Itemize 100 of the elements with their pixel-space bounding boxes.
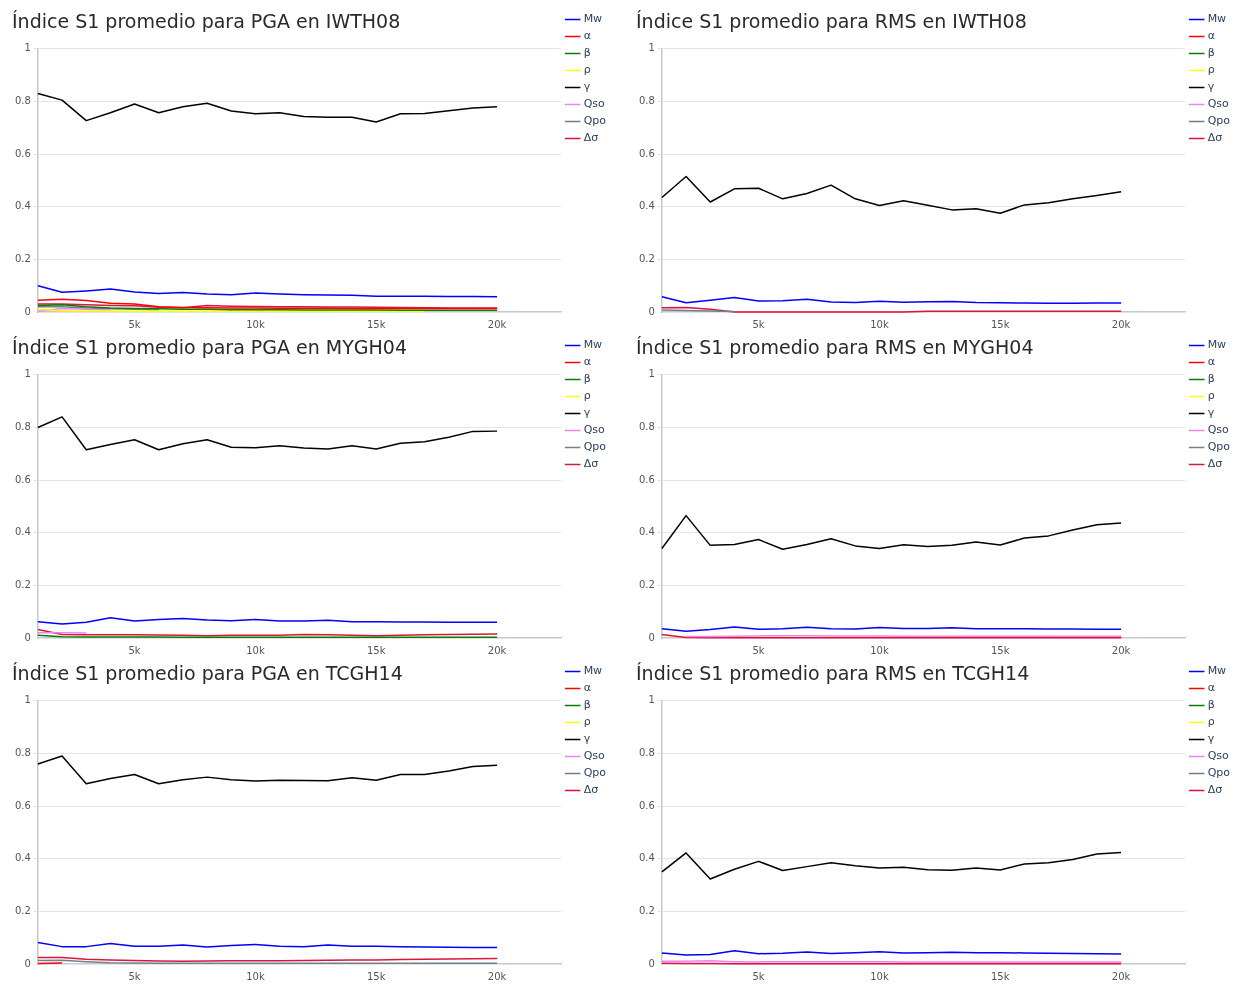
- legend-label: α: [1207, 681, 1215, 695]
- x-tick-label: 15k: [990, 644, 1010, 656]
- y-tick-label: 0: [24, 305, 31, 317]
- chart-title: Índice S1 promedio para RMS en TCGH14: [636, 662, 1030, 685]
- legend-label: Qpo: [1207, 440, 1231, 454]
- x-tick-label: 15k: [366, 970, 386, 982]
- x-tick-label: 20k: [487, 970, 507, 982]
- legend-label: Qpo: [583, 766, 607, 780]
- x-tick-label: 5k: [128, 318, 141, 330]
- legend-label: γ: [1207, 406, 1215, 420]
- x-tick-label: 15k: [366, 318, 386, 330]
- legend-label: Qso: [583, 423, 606, 437]
- legend-label: γ: [583, 80, 591, 94]
- y-tick-label: 0.8: [15, 95, 31, 107]
- y-tick-label: 0.2: [15, 904, 31, 916]
- x-tick-label: 5k: [752, 970, 765, 982]
- legend-label: γ: [583, 406, 591, 420]
- y-tick-label: 1: [648, 368, 655, 380]
- legend-label: Qso: [1207, 423, 1230, 437]
- legend-label: α: [583, 681, 591, 695]
- chart-title: Índice S1 promedio para RMS en IWTH08: [636, 10, 1027, 33]
- chart-title: Índice S1 promedio para PGA en MYGH04: [12, 336, 408, 359]
- legend-label: Δσ: [583, 457, 599, 471]
- legend-label: β: [583, 372, 591, 386]
- x-tick-label: 15k: [990, 318, 1010, 330]
- legend-label: ρ: [1207, 63, 1215, 77]
- legend-label: Qso: [1207, 749, 1230, 763]
- y-tick-label: 0.8: [15, 421, 31, 433]
- x-tick-label: 20k: [487, 644, 507, 656]
- y-tick-label: 0.6: [639, 147, 655, 159]
- x-tick-label: 10k: [870, 318, 889, 330]
- legend-label: Qso: [1207, 97, 1230, 111]
- y-tick-label: 0: [24, 957, 31, 969]
- y-tick-label: 0.6: [15, 147, 31, 159]
- legend-label: γ: [583, 732, 591, 746]
- y-tick-label: 1: [648, 694, 655, 706]
- y-tick-label: 0.6: [639, 473, 655, 485]
- legend-label: Qpo: [1207, 766, 1231, 780]
- legend-label: ρ: [583, 715, 591, 729]
- legend-label: γ: [1207, 80, 1215, 94]
- legend-label: Mw: [583, 12, 603, 26]
- y-tick-label: 1: [24, 694, 31, 706]
- y-tick-label: 0.2: [639, 578, 655, 590]
- legend-label: β: [1207, 372, 1215, 386]
- y-tick-label: 0.6: [639, 799, 655, 811]
- y-tick-label: 0.6: [15, 473, 31, 485]
- legend-label: α: [1207, 355, 1215, 369]
- legend-label: β: [1207, 46, 1215, 60]
- y-tick-label: 0: [648, 631, 655, 643]
- y-tick-label: 0.2: [639, 904, 655, 916]
- legend-label: ρ: [583, 63, 591, 77]
- y-tick-label: 0.4: [15, 852, 31, 864]
- y-tick-label: 1: [24, 368, 31, 380]
- y-tick-label: 0.4: [15, 526, 31, 538]
- x-tick-label: 10k: [246, 644, 265, 656]
- y-tick-label: 1: [648, 42, 655, 54]
- legend-label: α: [583, 355, 591, 369]
- legend-label: Mw: [1207, 338, 1227, 352]
- x-tick-label: 20k: [1111, 644, 1131, 656]
- y-tick-label: 0.8: [15, 747, 31, 759]
- legend-label: ρ: [1207, 715, 1215, 729]
- chart-title: Índice S1 promedio para RMS en MYGH04: [636, 336, 1034, 359]
- x-tick-label: 5k: [128, 644, 141, 656]
- x-tick-label: 10k: [246, 970, 265, 982]
- y-tick-label: 0.2: [639, 252, 655, 264]
- y-tick-label: 0.8: [639, 747, 655, 759]
- legend-label: Δσ: [1207, 131, 1223, 145]
- y-tick-label: 0.2: [15, 578, 31, 590]
- x-tick-label: 5k: [752, 318, 765, 330]
- x-tick-label: 15k: [990, 970, 1010, 982]
- y-tick-label: 0: [24, 631, 31, 643]
- legend-label: ρ: [583, 389, 591, 403]
- legend-label: β: [583, 698, 591, 712]
- x-tick-label: 10k: [870, 644, 889, 656]
- x-tick-label: 20k: [1111, 970, 1131, 982]
- legend-label: Mw: [583, 664, 603, 678]
- legend-label: Mw: [1207, 12, 1227, 26]
- legend-label: α: [583, 29, 591, 43]
- x-tick-label: 15k: [366, 644, 386, 656]
- legend-label: Qpo: [1207, 114, 1231, 128]
- legend-label: Mw: [583, 338, 603, 352]
- x-tick-label: 20k: [487, 318, 507, 330]
- legend-label: ρ: [1207, 389, 1215, 403]
- x-tick-label: 10k: [870, 970, 889, 982]
- x-tick-label: 5k: [752, 644, 765, 656]
- y-tick-label: 0.8: [639, 421, 655, 433]
- legend-label: Mw: [1207, 664, 1227, 678]
- legend-label: Δσ: [1207, 783, 1223, 797]
- y-tick-label: 0.8: [639, 95, 655, 107]
- legend-label: Δσ: [1207, 457, 1223, 471]
- legend-label: α: [1207, 29, 1215, 43]
- y-tick-label: 0: [648, 957, 655, 969]
- chart-title: Índice S1 promedio para PGA en TCGH14: [12, 662, 403, 685]
- x-tick-label: 20k: [1111, 318, 1131, 330]
- y-tick-label: 0.6: [15, 799, 31, 811]
- legend-label: Qso: [583, 749, 606, 763]
- y-tick-label: 0.4: [639, 526, 655, 538]
- legend-label: Qpo: [583, 440, 607, 454]
- legend-label: Qpo: [583, 114, 607, 128]
- y-tick-label: 0: [648, 305, 655, 317]
